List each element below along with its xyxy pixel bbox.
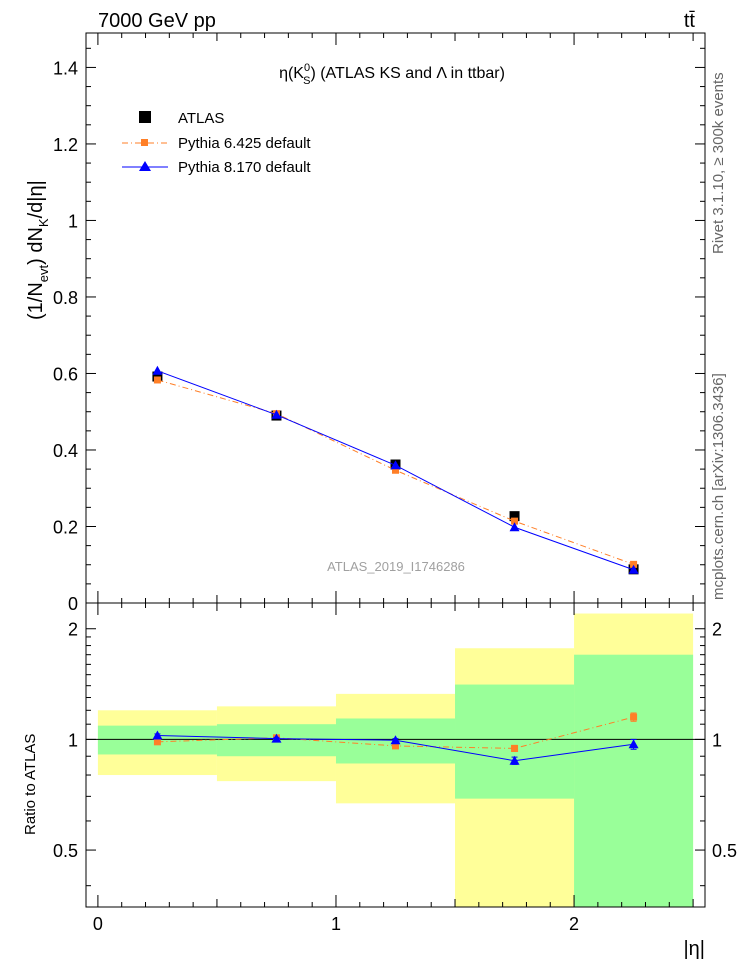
atlas-data-point	[509, 511, 520, 522]
ratio-pythia8-point	[271, 733, 282, 743]
legend-marker-pythia8	[139, 161, 151, 171]
ratio-inner-band	[455, 684, 575, 799]
energy-label: 7000 GeV pp	[98, 10, 216, 32]
mcplots-label: mcplots.cern.ch [arXiv:1306.3436]	[710, 373, 727, 600]
x-tick-label: 0	[93, 914, 103, 934]
y-tick-label: 0.2	[53, 517, 78, 537]
ratio-bands	[97, 613, 694, 907]
y-tick-label: 1	[68, 211, 78, 231]
ratio-axis-label: Ratio to ATLAS	[22, 734, 39, 835]
ratio-pythia8-point	[152, 730, 163, 740]
legend-label-atlas: ATLAS	[178, 110, 224, 127]
ratio-pythia8-point	[509, 755, 520, 765]
pythia6-data-point	[153, 376, 161, 384]
data-series	[152, 365, 639, 765]
pythia8-data-point	[152, 365, 163, 375]
ratio-tick-label: 2	[68, 620, 78, 640]
ratio-tick-label-right: 2	[712, 620, 722, 640]
rivet-label: Rivet 3.1.10, ≥ 300k events	[710, 72, 727, 254]
y-tick-label: 1.2	[53, 135, 78, 155]
pythia6-data-point	[630, 560, 638, 568]
y-tick-label: 1.4	[53, 58, 78, 78]
ratio-pythia6-point	[392, 742, 399, 750]
pythia8-data-point	[509, 522, 520, 532]
legend: ATLAS Pythia 6.425 default Pythia 8.170 …	[122, 110, 311, 176]
ratio-tick-label-right: 0.5	[712, 841, 737, 861]
ratio-plot-frame	[85, 602, 706, 908]
ratio-pythia6-point	[153, 738, 161, 746]
ratio-pythia6-point	[511, 744, 519, 752]
pythia6-data-point	[392, 466, 399, 474]
legend-label-pythia6: Pythia 6.425 default	[178, 135, 311, 152]
legend-marker-atlas	[139, 111, 151, 123]
ratio-tick-label: 1	[68, 730, 78, 750]
legend-label-pythia8: Pythia 8.170 default	[178, 159, 311, 176]
x-tick-label: 2	[569, 914, 579, 934]
ratio-inner-band	[574, 654, 694, 907]
y-tick-label: 0.6	[53, 364, 78, 384]
pythia6-data-point	[511, 517, 519, 525]
y-axis-label: (1/Nevt) dNK/d|η|	[25, 180, 51, 320]
legend-marker-pythia6	[141, 139, 148, 146]
ratio-pythia6-point	[630, 713, 638, 721]
ratio-pythia8-point	[628, 739, 639, 749]
x-axis-label: |η|	[683, 938, 705, 960]
ratio-pythia8-point	[390, 735, 401, 745]
analysis-watermark: ATLAS_2019_I1746286	[327, 559, 465, 574]
y-tick-label: 0.8	[53, 288, 78, 308]
ratio-tick-label: 0.5	[53, 841, 78, 861]
pythia8-data-point	[390, 460, 401, 470]
y-tick-label: 0.4	[53, 441, 78, 461]
pythia8-data-point	[628, 564, 639, 574]
ratio-tick-label-right: 1	[712, 730, 722, 750]
process-label: tt̄	[684, 10, 696, 32]
series-line-1	[157, 379, 634, 565]
x-tick-label: 1	[331, 914, 341, 934]
y-tick-label: 0	[68, 594, 78, 614]
chart-title: η(K0 S) (ATLAS KS and Λ in ttbar)	[279, 62, 505, 87]
axes: 0 0.2 0.4 0.6 0.8 1 1.2 1.4 0 1 2 0.5 0.5 1 1 2 2	[53, 32, 737, 934]
pythia8-data-point	[271, 409, 282, 419]
